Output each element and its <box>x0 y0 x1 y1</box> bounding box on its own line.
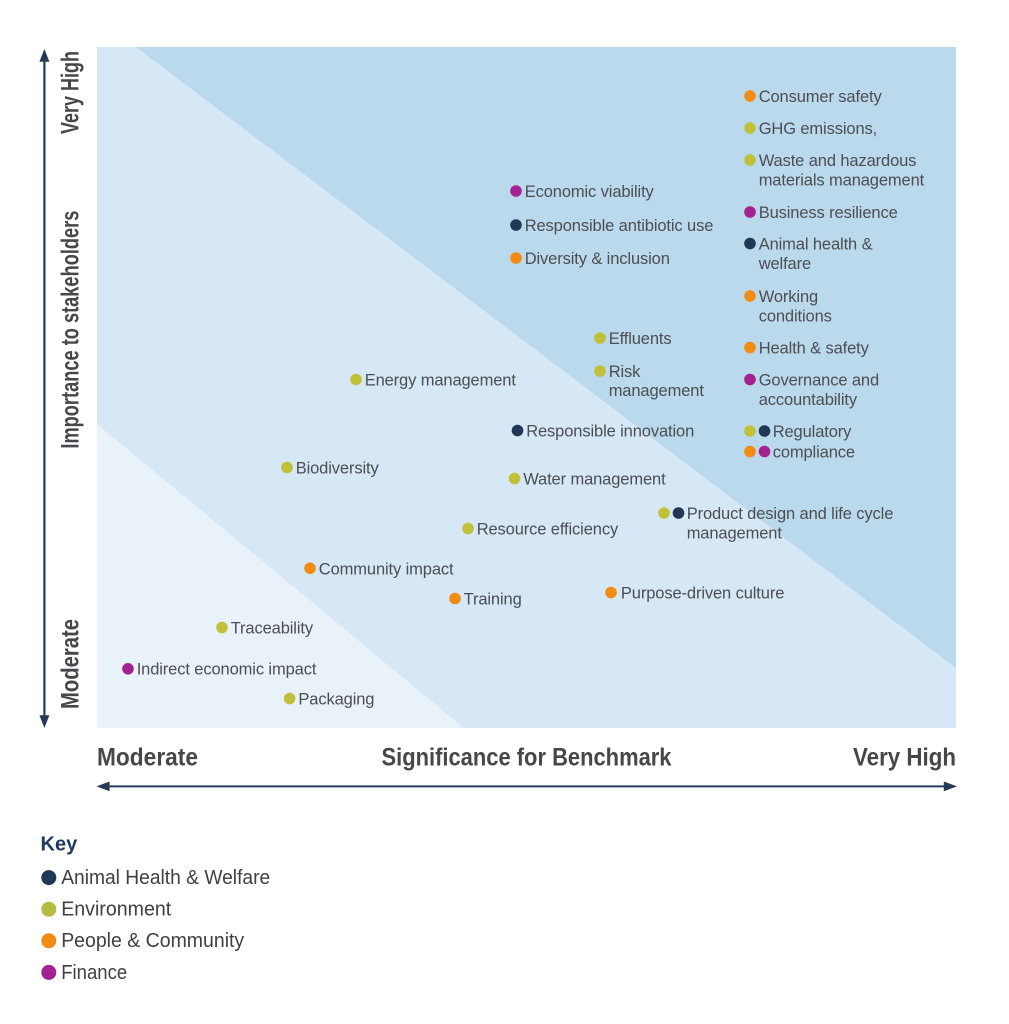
svg-text:Product design and life cycle: Product design and life cycle <box>687 505 894 523</box>
svg-text:Business resilience: Business resilience <box>759 204 898 222</box>
svg-text:Very High: Very High <box>853 744 956 772</box>
svg-text:GHG emissions,: GHG emissions, <box>759 120 877 138</box>
svg-text:Resource efficiency: Resource efficiency <box>477 520 619 538</box>
svg-text:Governance and: Governance and <box>759 371 879 389</box>
svg-text:Packaging: Packaging <box>298 690 374 708</box>
svg-text:Working: Working <box>759 288 818 306</box>
svg-text:Water management: Water management <box>523 470 666 488</box>
svg-text:Training: Training <box>464 590 522 608</box>
svg-text:Key: Key <box>41 834 79 856</box>
svg-text:compliance: compliance <box>773 443 855 461</box>
svg-text:Moderate: Moderate <box>97 744 198 772</box>
svg-text:Diversity & inclusion: Diversity & inclusion <box>525 250 670 268</box>
svg-text:Regulatory: Regulatory <box>773 423 852 441</box>
svg-text:Responsible antibiotic use: Responsible antibiotic use <box>525 217 714 235</box>
svg-text:conditions: conditions <box>759 308 832 326</box>
svg-text:Animal Health & Welfare: Animal Health & Welfare <box>61 867 270 889</box>
svg-text:management: management <box>687 525 783 543</box>
svg-text:Moderate: Moderate <box>57 619 85 709</box>
svg-text:Finance: Finance <box>61 962 127 984</box>
svg-text:Waste and hazardous: Waste and hazardous <box>759 152 917 170</box>
svg-text:Environment: Environment <box>61 899 171 921</box>
svg-text:accountability: accountability <box>759 391 858 409</box>
svg-text:Health & safety: Health & safety <box>759 339 870 357</box>
svg-text:Consumer safety: Consumer safety <box>759 88 883 106</box>
svg-text:Very High: Very High <box>57 51 85 134</box>
svg-text:Energy management: Energy management <box>365 371 517 389</box>
svg-text:Biodiversity: Biodiversity <box>296 459 380 477</box>
svg-text:materials management: materials management <box>759 172 925 190</box>
svg-text:Responsible innovation: Responsible innovation <box>526 422 694 440</box>
svg-text:Effluents: Effluents <box>609 330 672 348</box>
svg-text:Indirect economic impact: Indirect economic impact <box>137 661 317 679</box>
svg-text:Purpose-driven culture: Purpose-driven culture <box>621 584 784 602</box>
svg-text:Importance to stakeholders: Importance to stakeholders <box>57 211 85 449</box>
svg-text:Community impact: Community impact <box>319 560 454 578</box>
svg-text:welfare: welfare <box>758 255 811 273</box>
svg-text:management: management <box>609 382 705 400</box>
svg-text:Economic viability: Economic viability <box>525 183 655 201</box>
svg-text:Traceability: Traceability <box>231 619 314 637</box>
svg-text:Significance for Benchmark: Significance for Benchmark <box>382 744 672 772</box>
svg-text:People & Community: People & Community <box>61 930 244 952</box>
svg-text:Risk: Risk <box>609 363 641 381</box>
svg-text:Animal health &: Animal health & <box>759 235 873 253</box>
